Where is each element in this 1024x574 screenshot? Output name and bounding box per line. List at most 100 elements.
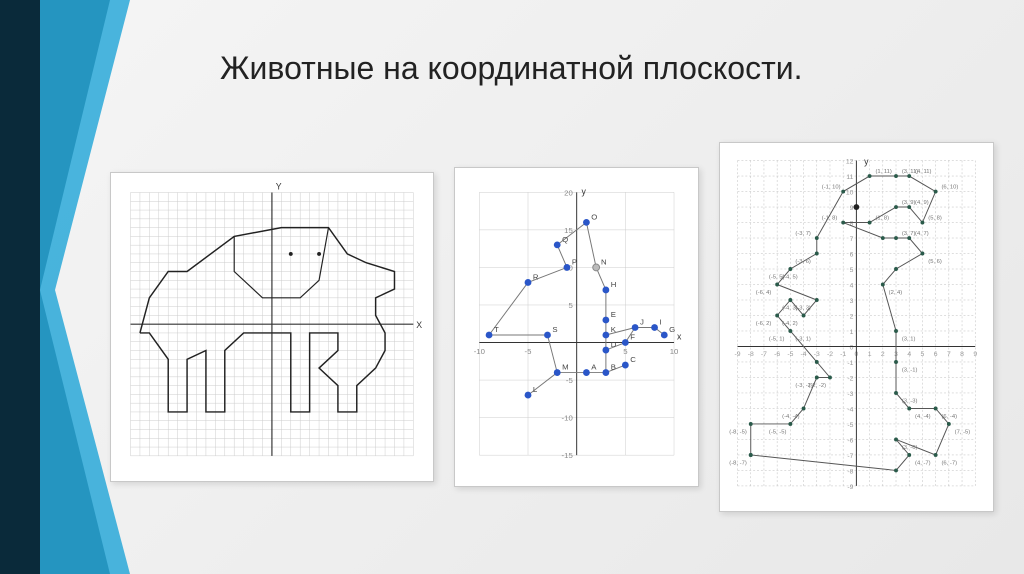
svg-text:E: E <box>611 310 616 319</box>
svg-text:(4, 9): (4, 9) <box>915 200 929 206</box>
svg-text:(-3, 7): (-3, 7) <box>796 231 812 237</box>
svg-text:(6, -7): (6, -7) <box>942 461 958 467</box>
svg-text:(5, 8): (5, 8) <box>928 216 942 222</box>
svg-text:(1, 8): (1, 8) <box>876 216 890 222</box>
svg-text:20: 20 <box>564 188 573 197</box>
svg-text:(3, -1): (3, -1) <box>902 368 918 374</box>
svg-text:(4, 7): (4, 7) <box>915 231 929 237</box>
svg-text:11: 11 <box>847 174 854 181</box>
svg-text:10: 10 <box>670 347 679 356</box>
svg-text:5: 5 <box>568 301 572 310</box>
svg-text:1: 1 <box>850 329 854 336</box>
svg-text:(7, -5): (7, -5) <box>955 430 971 436</box>
svg-text:Q: Q <box>562 235 568 244</box>
chart-cat: -9-8-7-6-5-4-3-2-10123456789-9-8-7-6-5-4… <box>719 142 994 512</box>
svg-text:(-6, 4): (-6, 4) <box>756 290 772 296</box>
svg-text:9: 9 <box>974 351 978 358</box>
svg-text:T: T <box>494 325 499 334</box>
svg-text:-6: -6 <box>848 437 854 444</box>
page-title: Животные на координатной плоскости. <box>220 50 802 87</box>
svg-text:-5: -5 <box>848 422 854 429</box>
svg-text:(-1, 10): (-1, 10) <box>822 185 841 191</box>
svg-text:N: N <box>601 258 607 267</box>
svg-text:8: 8 <box>960 351 964 358</box>
svg-text:-15: -15 <box>561 451 572 460</box>
svg-text:A: A <box>591 363 597 372</box>
svg-text:12: 12 <box>846 158 854 165</box>
svg-text:(6, -4): (6, -4) <box>942 414 958 420</box>
svg-text:(3, 9): (3, 9) <box>902 200 916 206</box>
svg-text:-5: -5 <box>566 376 573 385</box>
svg-text:-5: -5 <box>788 351 794 358</box>
svg-text:D: D <box>611 340 617 349</box>
svg-text:-1: -1 <box>840 351 846 358</box>
svg-text:(-1, 8): (-1, 8) <box>822 216 838 222</box>
svg-text:7: 7 <box>850 236 854 243</box>
svg-text:-7: -7 <box>761 351 767 358</box>
svg-text:K: K <box>611 325 617 334</box>
svg-text:5: 5 <box>850 267 854 274</box>
svg-text:-2: -2 <box>848 375 854 382</box>
svg-text:y: y <box>581 186 586 196</box>
svg-text:-5: -5 <box>524 347 531 356</box>
svg-text:-9: -9 <box>848 484 854 491</box>
svg-text:-4: -4 <box>801 351 807 358</box>
svg-text:M: M <box>562 363 568 372</box>
svg-text:7: 7 <box>947 351 951 358</box>
svg-text:(-8, -5): (-8, -5) <box>730 430 748 436</box>
svg-text:0: 0 <box>850 344 854 351</box>
svg-text:-8: -8 <box>748 351 754 358</box>
svg-text:2: 2 <box>850 313 854 320</box>
svg-text:C: C <box>630 355 636 364</box>
svg-text:(-4, -4): (-4, -4) <box>782 414 800 420</box>
svg-text:-1: -1 <box>848 360 854 367</box>
svg-text:y: y <box>864 156 869 166</box>
svg-text:G: G <box>669 325 675 334</box>
svg-text:(1, 11): (1, 11) <box>876 169 892 175</box>
svg-text:9: 9 <box>850 205 854 212</box>
svg-text:(3, 1): (3, 1) <box>902 337 916 343</box>
svg-text:R: R <box>533 273 539 282</box>
svg-text:H: H <box>611 280 617 289</box>
svg-text:(-5, 1): (-5, 1) <box>769 337 785 343</box>
svg-text:-3: -3 <box>848 391 854 398</box>
svg-text:B: B <box>611 363 616 372</box>
svg-text:(4, -7): (4, -7) <box>915 461 931 467</box>
svg-text:-10: -10 <box>474 347 486 356</box>
svg-text:(-6, 2): (-6, 2) <box>756 321 772 327</box>
svg-text:-10: -10 <box>561 414 573 423</box>
chart-elephant: XY <box>110 172 434 482</box>
svg-text:S: S <box>552 325 557 334</box>
svg-text:(2, 4): (2, 4) <box>889 290 903 296</box>
svg-text:(5, 6): (5, 6) <box>928 259 942 265</box>
svg-text:(6, 10): (6, 10) <box>942 185 959 191</box>
svg-text:(4, 11): (4, 11) <box>915 169 931 175</box>
svg-text:X: X <box>416 320 422 330</box>
svg-text:P: P <box>572 258 577 267</box>
svg-text:5: 5 <box>623 347 627 356</box>
svg-text:10: 10 <box>846 189 854 196</box>
svg-text:Y: Y <box>276 182 282 192</box>
svg-text:(-3, 1): (-3, 1) <box>796 337 812 343</box>
svg-text:F: F <box>630 333 635 342</box>
svg-text:6: 6 <box>850 251 854 258</box>
svg-text:x: x <box>677 332 682 342</box>
svg-text:-2: -2 <box>827 351 833 358</box>
svg-text:J: J <box>640 318 644 327</box>
svg-text:2: 2 <box>881 351 885 358</box>
svg-text:(-5, -5): (-5, -5) <box>769 430 787 436</box>
svg-text:(-4, 2): (-4, 2) <box>782 321 798 327</box>
svg-text:-3: -3 <box>814 351 820 358</box>
svg-text:3: 3 <box>850 298 854 305</box>
svg-text:6: 6 <box>934 351 938 358</box>
svg-text:O: O <box>591 212 597 221</box>
svg-text:(-4, 5): (-4, 5) <box>782 275 798 281</box>
svg-text:-8: -8 <box>848 468 854 475</box>
svg-text:-9: -9 <box>735 351 741 358</box>
svg-text:(3, 7): (3, 7) <box>902 231 916 237</box>
svg-text:(-8, -7): (-8, -7) <box>730 461 748 467</box>
svg-text:1: 1 <box>868 351 872 358</box>
svg-text:(3, -6): (3, -6) <box>902 445 918 451</box>
svg-text:L: L <box>533 385 538 394</box>
svg-text:(-3, 3): (-3, 3) <box>796 306 812 312</box>
